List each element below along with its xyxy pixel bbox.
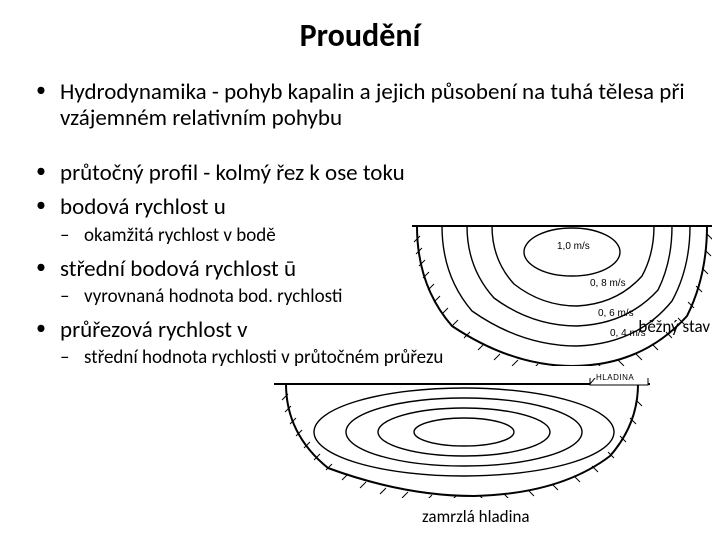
vel-label-10: 1,0 m/s: [557, 241, 590, 252]
bullet-hydrodynamika: Hydrodynamika - pohyb kapalin a jejich p…: [36, 79, 710, 132]
bullet-text: průřezová rychlost v: [60, 316, 248, 344]
vel-label-06: 0, 6 m/s: [598, 308, 634, 319]
diagram-frozen-surface: HLADINA: [274, 378, 650, 498]
bullet-text: okamžitá rychlost v bodě: [84, 224, 276, 247]
bullet-text: střední bodová rychlost ū: [60, 255, 296, 283]
label-bezny-stav: běžný stav: [638, 316, 710, 337]
label-hladina: HLADINA: [596, 373, 634, 382]
diagram-normal-flow: 1,0 m/s 0, 8 m/s 0, 6 m/s 0, 4 m/s: [412, 216, 712, 366]
bullet-text: Hydrodynamika - pohyb kapalin a jejich p…: [60, 78, 685, 132]
bullet-text: průtočný profil - kolmý řez k ose toku: [60, 159, 405, 187]
bullet-text: bodová rychlost u: [60, 193, 226, 221]
label-zamrzla-hladina: zamrzlá hladina: [422, 506, 530, 527]
bullet-text: vyrovnaná hodnota bod. rychlosti: [84, 285, 342, 308]
vel-label-08: 0, 8 m/s: [590, 278, 626, 289]
bullet-text: střední hodnota rychlosti v průtočném pr…: [84, 346, 443, 369]
page-title: Proudění: [0, 0, 720, 79]
bullet-prutocny-profil: průtočný profil - kolmý řez k ose toku: [36, 160, 710, 186]
